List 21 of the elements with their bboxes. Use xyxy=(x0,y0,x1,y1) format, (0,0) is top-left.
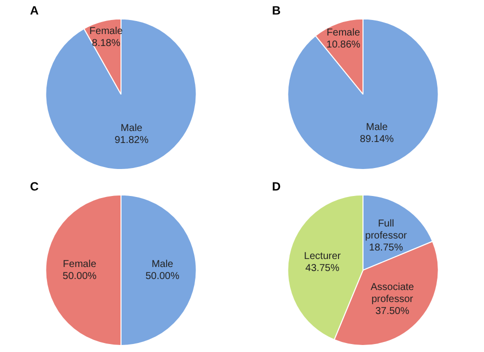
slice-label: Full professor xyxy=(365,218,408,242)
data-label: 43.75% xyxy=(305,262,340,274)
data-label: 37.50% xyxy=(375,306,410,318)
slice-label: Female xyxy=(326,28,360,39)
chart-title: C xyxy=(30,180,39,194)
slice-label: Lecturer xyxy=(304,250,342,262)
data-label: 10.86% xyxy=(326,40,360,51)
data-label: 50.00% xyxy=(145,270,180,282)
chart-title: B xyxy=(272,4,281,18)
chart-title: D xyxy=(272,180,281,194)
data-label: 8.18% xyxy=(92,38,120,50)
slice-label: Male xyxy=(120,123,143,134)
data-label: 50.00% xyxy=(62,270,97,282)
data-label: 91.82% xyxy=(114,135,149,146)
data-label: 18.75% xyxy=(369,242,404,254)
slice-label: Associate professor xyxy=(370,282,414,306)
chart-title: A xyxy=(30,4,39,18)
slice-label: Female xyxy=(62,258,97,270)
slice-label: Male xyxy=(366,122,388,133)
slice-label: Male xyxy=(152,258,174,270)
data-label: 89.14% xyxy=(360,134,394,145)
